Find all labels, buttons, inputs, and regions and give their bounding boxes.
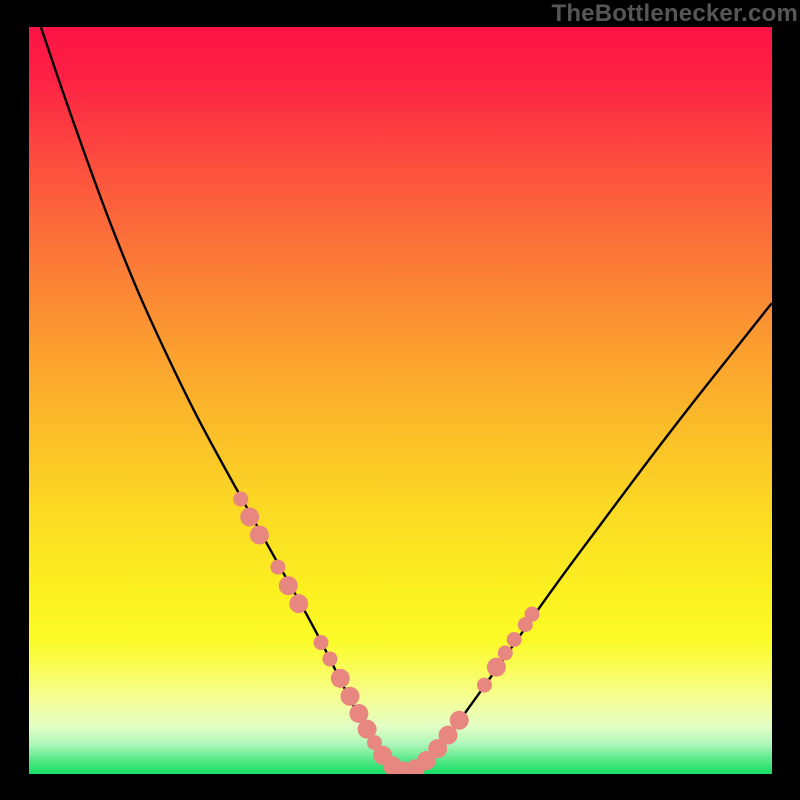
plot-area <box>29 27 772 774</box>
data-marker <box>240 508 259 527</box>
data-marker <box>525 607 540 622</box>
data-marker <box>477 678 492 693</box>
data-marker <box>340 687 359 706</box>
data-marker <box>289 594 308 613</box>
data-marker <box>322 651 337 666</box>
data-marker <box>233 492 248 507</box>
curve-layer <box>29 27 772 774</box>
data-marker <box>250 525 269 544</box>
data-marker <box>450 711 469 730</box>
data-marker <box>314 635 329 650</box>
data-marker <box>279 576 298 595</box>
data-marker <box>498 645 513 660</box>
watermark-text: TheBottlenecker.com <box>551 0 798 28</box>
data-marker <box>487 658 506 677</box>
chart-container: TheBottlenecker.com <box>0 0 800 800</box>
right-curve <box>403 303 772 771</box>
data-marker <box>507 632 522 647</box>
left-curve <box>41 27 404 771</box>
data-marker <box>270 560 285 575</box>
marker-group <box>233 492 539 774</box>
data-marker <box>331 669 350 688</box>
